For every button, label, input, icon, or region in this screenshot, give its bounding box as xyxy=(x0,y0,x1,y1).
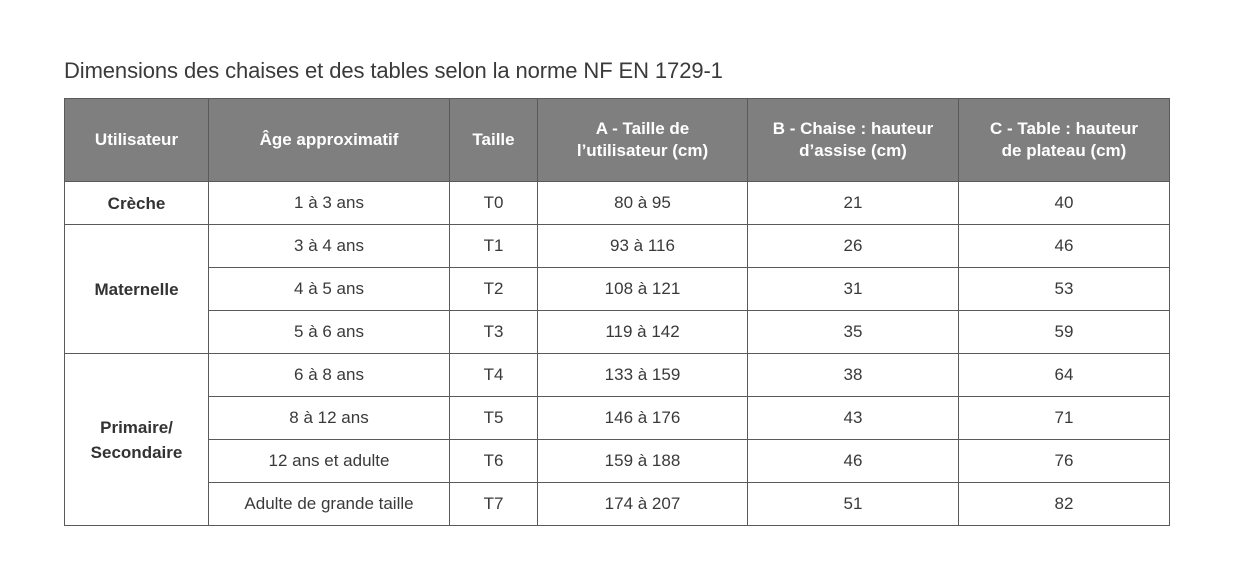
header-user-height: A - Taille de l’utilisateur (cm) xyxy=(537,98,748,182)
table-row: 5 à 6 ans T3 119 à 142 35 59 xyxy=(65,310,1170,354)
cell-user-height: 93 à 116 xyxy=(537,224,748,268)
header-user-label: Utilisateur xyxy=(94,130,179,149)
header-table-height: C - Table : hauteur de plateau (cm) xyxy=(958,98,1170,182)
cell-table-height: 46 xyxy=(958,224,1170,268)
table-caption: Dimensions des chaises et des tables sel… xyxy=(64,58,723,83)
header-age: Âge approximatif xyxy=(208,98,450,182)
cell-age: 8 à 12 ans xyxy=(208,396,450,440)
cell-seat-height: 38 xyxy=(747,353,959,397)
header-table-height-line1: C - Table : hauteur xyxy=(990,119,1138,138)
cell-seat-height: 51 xyxy=(747,482,959,526)
header-table-height-line2: de plateau (cm) xyxy=(1001,141,1127,160)
group-primaire-secondaire: Primaire/ Secondaire xyxy=(64,353,209,526)
group-creche: Crèche xyxy=(64,181,209,225)
cell-size: T4 xyxy=(449,353,538,397)
cell-user-height: 133 à 159 xyxy=(537,353,748,397)
header-age-label: Âge approximatif xyxy=(259,130,399,149)
table-header: Utilisateur Âge approximatif Taille A - … xyxy=(64,98,1170,182)
cell-table-height: 53 xyxy=(958,267,1170,311)
header-seat-height-line2: d’assise (cm) xyxy=(799,141,907,160)
cell-age: Adulte de grande taille xyxy=(208,482,450,526)
table-row: Maternelle 3 à 4 ans T1 93 à 116 26 46 xyxy=(64,224,1170,354)
cell-size: T7 xyxy=(449,482,538,526)
cell-table-height: 40 xyxy=(958,181,1170,225)
cell-seat-height: 31 xyxy=(747,267,959,311)
cell-age: 5 à 6 ans xyxy=(208,310,450,354)
cell-seat-height: 35 xyxy=(747,310,959,354)
header-user: Utilisateur xyxy=(64,98,209,182)
group-primaire-line2: Secondaire xyxy=(90,442,183,462)
table-row: 12 ans et adulte T6 159 à 188 46 76 xyxy=(65,439,1170,483)
cell-age: 1 à 3 ans xyxy=(208,181,450,225)
cell-age: 4 à 5 ans xyxy=(208,267,450,311)
table-row: Adulte de grande taille T7 174 à 207 51 … xyxy=(65,482,1170,526)
cell-size: T3 xyxy=(449,310,538,354)
cell-age: 6 à 8 ans xyxy=(208,353,450,397)
cell-age: 12 ans et adulte xyxy=(208,439,450,483)
cell-user-height: 80 à 95 xyxy=(537,181,748,225)
group-maternelle: Maternelle xyxy=(64,224,209,354)
dimensions-table: Utilisateur Âge approximatif Taille A - … xyxy=(64,98,1170,526)
cell-size: T6 xyxy=(449,439,538,483)
cell-seat-height: 21 xyxy=(747,181,959,225)
cell-user-height: 108 à 121 xyxy=(537,267,748,311)
group-primaire-line1: Primaire/ xyxy=(100,417,173,437)
cell-table-height: 82 xyxy=(958,482,1170,526)
cell-size: T0 xyxy=(449,181,538,225)
cell-age: 3 à 4 ans xyxy=(208,224,450,268)
cell-seat-height: 43 xyxy=(747,396,959,440)
header-size-label: Taille xyxy=(472,130,515,149)
header-row: Utilisateur Âge approximatif Taille A - … xyxy=(64,98,1170,182)
header-user-height-line1: A - Taille de xyxy=(595,119,690,138)
cell-seat-height: 46 xyxy=(747,439,959,483)
table-row: Primaire/ Secondaire 6 à 8 ans T4 133 à … xyxy=(64,353,1170,526)
table-row: Crèche 1 à 3 ans T0 80 à 95 21 40 xyxy=(64,181,1170,225)
header-size: Taille xyxy=(449,98,538,182)
cell-seat-height: 26 xyxy=(747,224,959,268)
cell-table-height: 76 xyxy=(958,439,1170,483)
table-body: Crèche 1 à 3 ans T0 80 à 95 21 40 Matern… xyxy=(64,181,1170,526)
header-user-height-line2: l’utilisateur (cm) xyxy=(576,141,709,160)
cell-size: T5 xyxy=(449,396,538,440)
cell-user-height: 174 à 207 xyxy=(537,482,748,526)
header-seat-height: B - Chaise : hauteur d’assise (cm) xyxy=(747,98,959,182)
cell-user-height: 159 à 188 xyxy=(537,439,748,483)
cell-user-height: 119 à 142 xyxy=(537,310,748,354)
table-row: 8 à 12 ans T5 146 à 176 43 71 xyxy=(65,396,1170,440)
table-row: 4 à 5 ans T2 108 à 121 31 53 xyxy=(65,267,1170,311)
cell-user-height: 146 à 176 xyxy=(537,396,748,440)
cell-size: T1 xyxy=(449,224,538,268)
cell-table-height: 71 xyxy=(958,396,1170,440)
cell-table-height: 64 xyxy=(958,353,1170,397)
cell-size: T2 xyxy=(449,267,538,311)
cell-table-height: 59 xyxy=(958,310,1170,354)
header-seat-height-line1: B - Chaise : hauteur xyxy=(772,119,934,138)
